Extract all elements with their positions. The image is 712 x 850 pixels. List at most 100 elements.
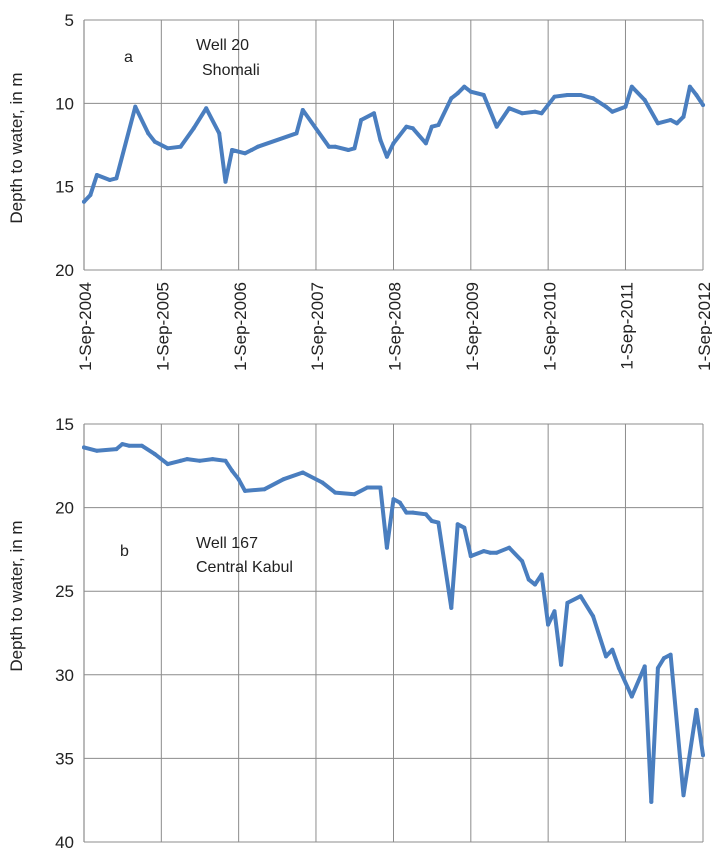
data-point	[642, 98, 647, 102]
y-tick-label: 40	[55, 833, 74, 850]
panel-b: 15 20 25 30 35 40 Depth to water, in m b Well…	[7, 415, 705, 850]
data-point	[520, 559, 525, 564]
y-tick-label: 15	[55, 178, 74, 197]
data-point	[152, 139, 157, 144]
x-tick-label: 1-Sep-2004	[76, 282, 95, 371]
data-point	[610, 109, 615, 114]
data-point	[191, 126, 196, 131]
data-point	[655, 666, 660, 671]
data-point	[94, 173, 99, 177]
data-point	[649, 799, 654, 804]
data-point	[623, 104, 628, 109]
data-point	[488, 550, 493, 555]
data-point	[668, 118, 673, 122]
data-point	[133, 104, 138, 109]
data-point	[494, 550, 499, 555]
data-point	[249, 148, 254, 152]
y-axis-label-a: Depth to water, in m	[7, 72, 26, 223]
data-point	[468, 554, 473, 559]
data-point	[410, 126, 415, 131]
x-ticks: 1-Sep-2004 1-Sep-2005 1-Sep-2006 1-Sep-2007…	[76, 282, 712, 371]
data-point	[404, 124, 409, 129]
data-point	[559, 662, 564, 667]
data-point	[616, 666, 621, 671]
data-point	[655, 121, 660, 126]
data-points-a	[82, 84, 705, 204]
data-point	[662, 656, 666, 661]
data-point	[152, 452, 157, 457]
x-tick-label: 1-Sep-2012	[695, 282, 712, 371]
data-point	[694, 707, 699, 712]
data-point	[507, 106, 512, 111]
y-tick-label: 20	[55, 261, 74, 280]
data-point	[255, 144, 260, 149]
data-point	[126, 443, 131, 448]
data-point	[114, 176, 119, 181]
data-point	[262, 487, 267, 492]
data-point	[468, 89, 473, 94]
data-point	[436, 520, 441, 525]
data-point	[178, 144, 183, 149]
data-point	[204, 106, 209, 111]
data-point	[578, 594, 583, 599]
y-tick-label: 30	[55, 666, 74, 685]
data-point	[236, 477, 241, 482]
x-tick-label: 1-Sep-2009	[463, 282, 482, 371]
data-point	[372, 111, 376, 116]
data-point	[604, 654, 608, 659]
y-tick-label: 15	[55, 415, 74, 434]
data-point	[384, 545, 389, 550]
data-point	[629, 694, 634, 699]
data-point	[197, 458, 202, 463]
x-tick-label: 1-Sep-2006	[231, 282, 250, 371]
data-point	[533, 109, 537, 114]
data-point	[230, 148, 235, 152]
data-point	[533, 582, 537, 587]
data-point	[539, 111, 544, 116]
data-point	[642, 664, 647, 669]
data-point	[391, 497, 396, 502]
data-point	[481, 93, 486, 97]
data-point	[223, 458, 228, 463]
data-point	[462, 525, 467, 530]
data-point	[217, 131, 222, 136]
x-tick-label: 1-Sep-2007	[308, 282, 327, 371]
x-tick-label: 1-Sep-2010	[540, 282, 559, 371]
data-point	[178, 458, 183, 463]
data-point	[436, 123, 441, 127]
data-point	[320, 480, 325, 485]
data-point	[462, 84, 467, 89]
data-point	[701, 103, 705, 107]
data-point	[243, 488, 247, 493]
data-point	[629, 84, 634, 89]
gridlines-b	[83, 423, 704, 843]
data-point	[449, 96, 454, 101]
data-point	[681, 114, 686, 119]
data-point	[681, 793, 686, 798]
data-point	[397, 500, 402, 505]
data-point	[107, 178, 112, 182]
data-point	[429, 519, 434, 523]
data-point	[384, 154, 389, 159]
data-point	[352, 146, 357, 151]
data-point	[333, 490, 338, 495]
data-point	[578, 93, 583, 97]
data-point	[507, 545, 512, 550]
x-tick-label: 1-Sep-2011	[618, 282, 637, 370]
data-point	[565, 600, 570, 605]
data-point	[359, 118, 364, 122]
y-axis-label-b: Depth to water, in m	[7, 520, 26, 671]
data-point	[701, 753, 705, 758]
x-tick-label: 1-Sep-2008	[386, 282, 405, 371]
data-point	[94, 448, 99, 453]
data-point	[346, 148, 351, 152]
data-point	[378, 138, 383, 142]
data-point	[365, 485, 370, 490]
data-point	[668, 652, 673, 657]
panel-a: 5 10 15 20 Depth to water, in m a Well 20 S…	[7, 11, 705, 280]
data-point	[687, 84, 692, 89]
data-point	[546, 622, 551, 627]
data-point	[552, 94, 557, 99]
data-point	[610, 647, 615, 652]
